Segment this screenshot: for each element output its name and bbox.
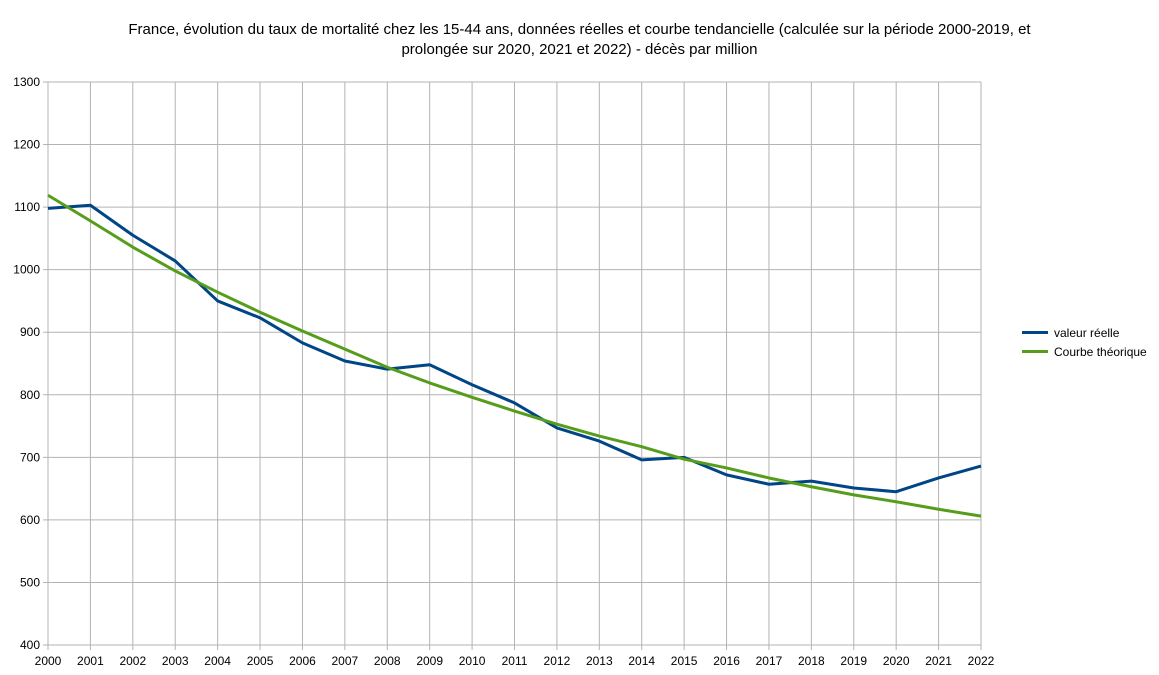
- chart-title: France, évolution du taux de mortalité c…: [0, 20, 1159, 60]
- x-tick-label: 2007: [332, 654, 359, 668]
- y-tick-label: 1200: [13, 138, 40, 152]
- title-line-2: prolongée sur 2020, 2021 et 2022) - décè…: [401, 41, 758, 58]
- title-line-1: France, évolution du taux de mortalité c…: [128, 21, 1031, 38]
- x-tick-label: 2014: [628, 654, 655, 668]
- series-line-valeur-réelle: [47, 203, 982, 494]
- legend-label: valeur réelle: [1054, 325, 1120, 340]
- x-tick-label: 2018: [798, 654, 825, 668]
- y-tick-label: 1100: [14, 200, 40, 214]
- legend: valeur réelle Courbe théorique: [1022, 323, 1147, 361]
- x-tick-label: 2005: [247, 654, 274, 668]
- x-tick-label: 2022: [968, 654, 995, 668]
- y-tick-label: 700: [20, 450, 40, 464]
- y-tick-label: 600: [20, 513, 40, 527]
- y-tick-label: 500: [20, 575, 40, 589]
- legend-swatch: [1022, 350, 1048, 353]
- x-tick-label: 2011: [502, 654, 528, 668]
- x-tick-label: 2021: [925, 654, 952, 668]
- x-tick-label: 2020: [883, 654, 910, 668]
- x-tick-label: 2012: [544, 654, 571, 668]
- x-tick-label: 2008: [374, 654, 401, 668]
- x-tick-label: 2017: [756, 654, 783, 668]
- x-tick-label: 2019: [840, 654, 867, 668]
- legend-item-valeur-reelle: valeur réelle: [1022, 323, 1147, 342]
- y-tick-label: 900: [20, 325, 40, 339]
- x-tick-label: 2015: [671, 654, 698, 668]
- x-tick-label: 2013: [586, 654, 613, 668]
- series-line-Courbe-théorique: [47, 193, 982, 518]
- x-tick-label: 2010: [459, 654, 486, 668]
- x-tick-label: 2002: [119, 654, 146, 668]
- legend-item-courbe-theorique: Courbe théorique: [1022, 342, 1147, 361]
- x-tick-label: 2003: [162, 654, 189, 668]
- y-tick-label: 800: [20, 388, 40, 402]
- x-tick-label: 2004: [204, 654, 231, 668]
- legend-swatch: [1022, 331, 1048, 334]
- x-tick-label: 2016: [713, 654, 740, 668]
- x-tick-label: 2006: [289, 654, 316, 668]
- y-tick-label: 400: [20, 638, 40, 652]
- y-tick-label: 1000: [13, 263, 40, 277]
- legend-label: Courbe théorique: [1054, 344, 1147, 359]
- y-tick-label: 1300: [13, 75, 40, 89]
- x-tick-label: 2000: [35, 654, 62, 668]
- x-tick-label: 2001: [77, 654, 104, 668]
- x-tick-label: 2009: [416, 654, 443, 668]
